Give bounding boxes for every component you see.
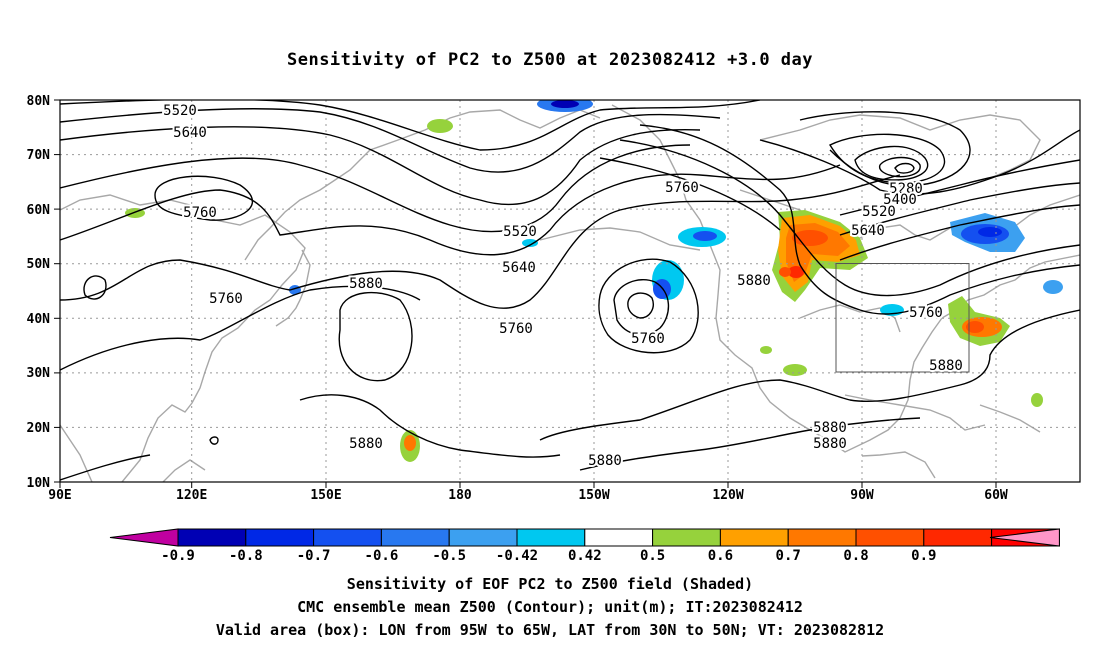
map-title: Sensitivity of PC2 to Z500 at 2023082412… — [286, 50, 813, 70]
lat-label: 20N — [27, 421, 51, 436]
colorbar-segment — [787, 528, 857, 547]
colorbar-segment — [245, 528, 315, 547]
contour-label: 5880 — [737, 273, 771, 289]
contour-labels: 5520 5640 5760 5760 5880 5520 5640 5760 … — [161, 101, 965, 471]
colorbar-max-triangle — [989, 528, 1060, 547]
colorbar-segment — [448, 528, 518, 547]
caption-line-2: CMC ensemble mean Z500 (Contour); unit(m… — [297, 598, 803, 616]
contour-label: 5640 — [851, 223, 885, 239]
contour-label: 5880 — [929, 358, 963, 374]
latitude-labels: 80N 70N 60N 50N 40N 30N 20N 10N — [27, 94, 51, 491]
colorbar-min-triangle — [109, 528, 179, 547]
lon-label: 90E — [48, 488, 71, 503]
contour-label: 5880 — [813, 436, 847, 452]
colorbar-segment — [855, 528, 925, 547]
valid-area-box — [835, 263, 970, 373]
contour-label: 5400 — [883, 192, 917, 208]
contour-label: 5760 — [631, 331, 665, 347]
axis-ticks — [54, 99, 997, 488]
contour-label: 5520 — [862, 204, 896, 220]
colorbar-label: -0.8 — [229, 548, 263, 564]
contour-label: 5880 — [349, 276, 383, 292]
graticule — [60, 100, 1080, 482]
colorbar-segment — [584, 528, 654, 547]
colorbar-segment — [516, 528, 586, 547]
contour-label: 5880 — [588, 453, 622, 469]
lon-label: 90W — [850, 488, 874, 503]
contour-label: 5640 — [502, 260, 536, 276]
colorbar — [109, 528, 1060, 547]
colorbar-label: 0.7 — [776, 548, 801, 564]
lat-label: 40N — [27, 312, 51, 327]
colorbar-label: 0.9 — [911, 548, 936, 564]
caption-line-1: Sensitivity of EOF PC2 to Z500 field (Sh… — [346, 575, 754, 593]
contour-label: 5880 — [813, 420, 847, 436]
colorbar-label: -0.42 — [496, 548, 538, 564]
colorbar-label: 0.42 — [568, 548, 602, 564]
colorbar-segment — [923, 528, 993, 547]
colorbar-label: -0.5 — [432, 548, 466, 564]
colorbar-label: 0.8 — [843, 548, 868, 564]
z500-contours — [60, 100, 1080, 481]
contour-label: 5880 — [349, 436, 383, 452]
lat-label: 50N — [27, 257, 51, 272]
colorbar-label: -0.9 — [161, 548, 195, 564]
contour-label: 5280 — [889, 181, 923, 197]
lat-label: 30N — [27, 366, 51, 381]
contour-label: 5760 — [499, 321, 533, 337]
colorbar-segment — [313, 528, 382, 547]
lon-label: 120W — [712, 488, 743, 503]
colorbar-label: 0.5 — [640, 548, 665, 564]
colorbar-label: -0.7 — [297, 548, 331, 564]
contour-label: 5760 — [909, 305, 943, 321]
contour-label: 5760 — [209, 291, 243, 307]
lon-label: 150E — [310, 488, 341, 503]
lon-label: 60W — [984, 488, 1008, 503]
colorbar-segment — [380, 528, 450, 547]
colorbar-labels: -0.9 -0.8 -0.7 -0.6 -0.5 -0.42 0.42 0.5 0.6 0.7 0.… — [161, 548, 936, 564]
colorbar-segment — [177, 528, 247, 547]
lat-label: 60N — [27, 203, 51, 218]
lat-label: 10N — [27, 476, 51, 491]
lon-label: 180 — [448, 488, 472, 503]
colorbar-segment — [652, 528, 721, 547]
contour-label: 5520 — [503, 224, 537, 240]
coastlines — [60, 104, 1080, 482]
lon-label: 150W — [578, 488, 609, 503]
lat-label: 70N — [27, 148, 51, 163]
colorbar-label: -0.6 — [365, 548, 399, 564]
lon-label: 120E — [176, 488, 207, 503]
contour-label: 5520 — [163, 103, 197, 119]
map-frame — [59, 99, 1081, 483]
contour-label: 5640 — [173, 125, 207, 141]
colorbar-label: 0.6 — [708, 548, 733, 564]
longitude-labels: 90E 120E 150E 180 150W 120W 90W 60W — [48, 488, 1008, 503]
colorbar-segment — [719, 528, 789, 547]
contour-label: 5760 — [665, 180, 699, 196]
contour-label: 5760 — [183, 205, 217, 221]
caption-line-3: Valid area (box): LON from 95W to 65W, L… — [215, 621, 885, 639]
lat-label: 80N — [27, 94, 51, 109]
